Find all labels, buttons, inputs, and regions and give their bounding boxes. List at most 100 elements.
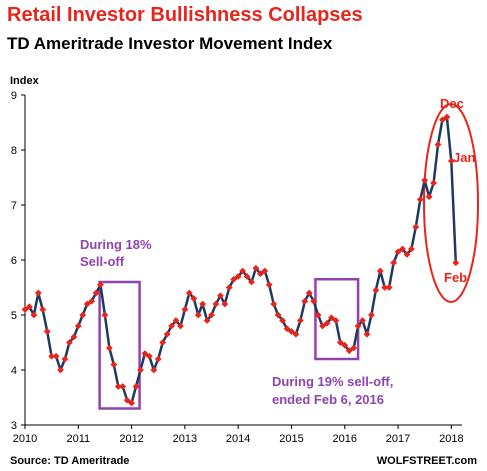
- data-point: [34, 289, 42, 297]
- sell-off-box-2016: [314, 278, 360, 361]
- sell-off-label-2016: During 19% sell-off,: [272, 374, 393, 389]
- x-tick-label: 2014: [226, 433, 250, 445]
- data-point: [190, 295, 198, 302]
- sell-off-label-2011: Sell-off: [80, 254, 125, 269]
- data-point: [105, 344, 113, 352]
- data-point: [212, 300, 220, 308]
- data-point: [128, 399, 135, 407]
- data-point: [394, 248, 402, 256]
- data-point: [381, 284, 389, 291]
- data-point: [310, 297, 318, 305]
- data-point: [48, 352, 56, 360]
- sell-off-label-2011: During 18%: [80, 237, 152, 252]
- sell-off-box-2011: [98, 280, 141, 410]
- data-point: [341, 341, 349, 349]
- data-point: [21, 306, 29, 313]
- data-point: [243, 273, 251, 280]
- data-point: [368, 311, 375, 319]
- x-tick-label: 2017: [386, 433, 410, 445]
- series-group: [21, 113, 460, 407]
- feb-label: Feb: [444, 270, 467, 285]
- data-point: [305, 289, 313, 297]
- data-point: [270, 300, 278, 308]
- data-point: [132, 383, 140, 390]
- chart-subtitle: TD Ameritrade Investor Movement Index: [7, 34, 333, 53]
- data-point: [323, 319, 331, 327]
- data-point: [261, 267, 269, 275]
- data-point: [252, 264, 260, 272]
- data-point: [363, 330, 371, 338]
- data-point: [74, 322, 82, 330]
- data-point: [43, 328, 51, 335]
- data-point: [239, 267, 246, 275]
- highlight-ellipse: [423, 103, 479, 303]
- data-point: [159, 339, 167, 346]
- data-point: [434, 141, 442, 148]
- data-point: [234, 273, 242, 280]
- dec-label: Dec: [440, 96, 464, 111]
- annotations: During 18% Sell-off During 19% sell-off, en…: [80, 96, 479, 410]
- data-point: [279, 317, 286, 324]
- data-point: [354, 322, 362, 330]
- data-point: [163, 330, 171, 338]
- data-point: [283, 325, 291, 333]
- data-point: [376, 267, 384, 275]
- y-tick-label: 5: [11, 310, 17, 322]
- sell-off-label-2016: ended Feb 6, 2016: [272, 392, 384, 407]
- data-point: [65, 339, 73, 346]
- data-point: [430, 179, 437, 187]
- data-point: [332, 317, 340, 324]
- data-point: [296, 317, 304, 324]
- data-point: [447, 157, 455, 165]
- x-tick-label: 2012: [119, 433, 143, 445]
- data-point: [123, 396, 131, 404]
- data-point: [145, 352, 153, 360]
- data-point: [221, 300, 229, 308]
- data-point: [92, 289, 100, 297]
- data-point: [350, 344, 358, 352]
- data-point: [359, 317, 366, 324]
- data-point: [248, 278, 255, 286]
- data-point: [61, 355, 69, 363]
- data-point: [150, 366, 158, 374]
- data-point: [114, 383, 122, 390]
- data-point: [390, 259, 398, 267]
- data-point: [203, 317, 211, 324]
- data-point: [88, 297, 96, 305]
- data-point: [185, 289, 193, 297]
- data-point: [425, 193, 433, 201]
- data-point: [416, 196, 424, 203]
- data-point: [168, 322, 175, 330]
- data-point: [30, 311, 38, 319]
- y-tick-label: 4: [11, 365, 17, 377]
- data-point: [181, 306, 189, 313]
- data-point: [97, 281, 104, 289]
- data-point: [83, 300, 91, 308]
- data-point: [265, 281, 273, 289]
- data-point: [399, 245, 406, 253]
- data-point: [314, 311, 322, 319]
- data-point: [288, 328, 295, 335]
- data-point: [443, 113, 451, 121]
- x-tick-label: 2010: [13, 433, 37, 445]
- data-point: [194, 311, 202, 319]
- data-point: [172, 317, 180, 324]
- data-point: [407, 245, 415, 253]
- data-point: [345, 347, 353, 355]
- data-point: [217, 292, 224, 300]
- x-tick-label: 2011: [66, 433, 90, 445]
- data-point: [301, 297, 309, 305]
- data-point: [412, 223, 420, 231]
- x-tick-label: 2018: [439, 433, 463, 445]
- x-tick-label: 2016: [333, 433, 357, 445]
- data-point: [421, 176, 429, 184]
- data-point: [372, 286, 380, 294]
- data-point: [452, 259, 460, 267]
- data-point: [199, 300, 207, 308]
- data-point: [57, 366, 64, 374]
- data-point: [336, 339, 344, 346]
- chart-title: Retail Investor Bullishness Collapses: [7, 4, 363, 26]
- data-point: [319, 322, 326, 330]
- y-tick-label: 9: [11, 90, 17, 102]
- data-point: [328, 314, 335, 322]
